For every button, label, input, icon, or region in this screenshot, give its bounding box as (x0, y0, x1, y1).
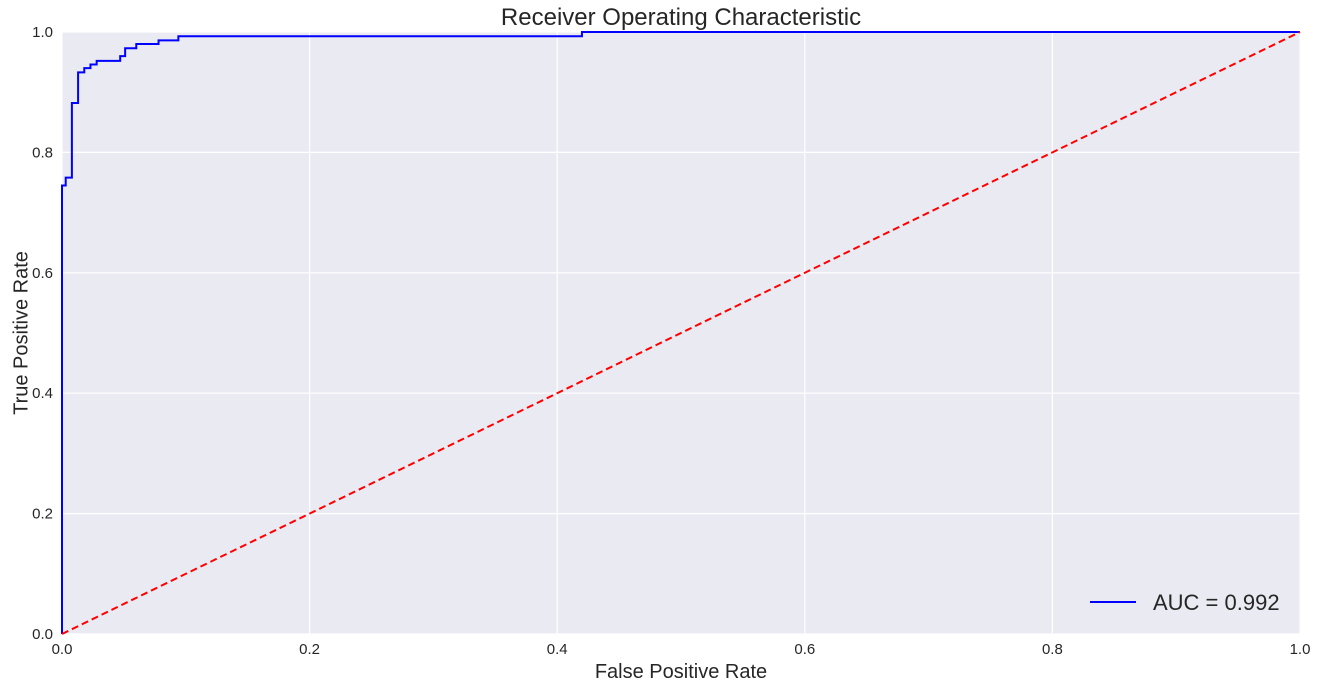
x-tick-label: 0.0 (52, 641, 73, 658)
x-axis-label: False Positive Rate (595, 661, 767, 683)
y-tick-label: 0.0 (32, 626, 53, 643)
grid-lines (61, 31, 1301, 635)
y-axis-label: True Positive Rate (10, 251, 32, 415)
x-tick-label: 0.2 (299, 641, 320, 658)
y-tick-label: 0.6 (32, 265, 53, 282)
x-tick-label: 1.0 (1290, 641, 1311, 658)
x-tick-label: 0.4 (547, 641, 568, 658)
legend: AUC = 0.992 (1090, 590, 1280, 615)
x-tick-labels: 0.0 0.2 0.4 0.6 0.8 1.0 (52, 641, 1311, 658)
legend-label-auc: AUC = 0.992 (1153, 590, 1280, 615)
y-tick-label: 0.4 (32, 385, 53, 402)
y-tick-labels: 0.0 0.2 0.4 0.6 0.8 1.0 (32, 24, 53, 643)
x-tick-label: 0.6 (794, 641, 815, 658)
series-layer (61, 31, 1301, 635)
chart-title: Receiver Operating Characteristic (501, 4, 861, 31)
y-tick-label: 0.2 (32, 506, 53, 523)
diagonal-reference-line (61, 31, 1301, 635)
x-tick-label: 0.8 (1042, 641, 1063, 658)
y-tick-label: 1.0 (32, 24, 53, 41)
y-tick-label: 0.8 (32, 144, 53, 161)
roc-curve-line (61, 31, 1300, 634)
